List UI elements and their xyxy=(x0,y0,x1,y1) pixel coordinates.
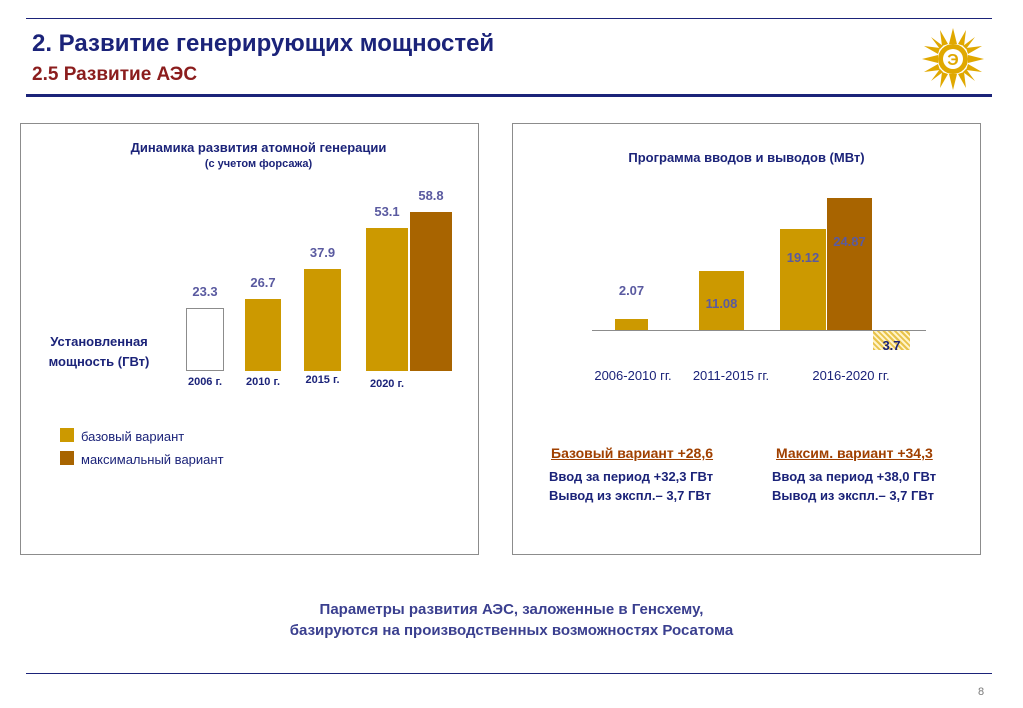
x-category-label: 2016-2020 гг. xyxy=(812,368,890,383)
base-summary-input: Ввод за период +32,3 ГВт xyxy=(549,469,714,484)
base-summary-heading: Базовый вариант +28,6 xyxy=(551,445,714,461)
footer-line2: базируются на производственных возможнос… xyxy=(289,622,734,639)
y-axis-label-line1: Установленная xyxy=(50,334,148,349)
footer-note: Параметры развития АЭС, заложенные в Ген… xyxy=(0,599,1023,641)
page-subtitle: 2.5 Развитие АЭС xyxy=(32,64,198,85)
value-label: 23.3 xyxy=(192,284,218,300)
footer-line1: Параметры развития АЭС, заложенные в Ген… xyxy=(319,601,704,618)
page-title: 2. Развитие генерирующих мощностей xyxy=(32,30,495,57)
svg-text:Э: Э xyxy=(947,52,958,69)
left-chart-title: Динамика развития атомной генерации xyxy=(130,140,387,155)
value-label: 2.07 xyxy=(618,283,645,299)
x-category-label: 2006-2010 гг. xyxy=(594,368,672,383)
y-axis-label: Установленная мощность (ГВт) xyxy=(34,332,164,372)
max-summary-heading: Максим. вариант +34,3 xyxy=(776,445,933,461)
x-tick-label: 2020 г. xyxy=(369,378,405,390)
header-top-rule xyxy=(26,18,992,19)
value-label: 37.9 xyxy=(309,244,336,260)
page-number: 8 xyxy=(978,686,985,698)
x-category-label: 2011-2015 гг. xyxy=(692,368,770,383)
value-label: 53.1 xyxy=(374,203,400,219)
bar-max-3 xyxy=(410,212,452,371)
value-label: 26.7 xyxy=(250,274,276,290)
right-chart-baseline xyxy=(592,330,926,331)
sun-logo-icon: Э xyxy=(920,26,986,92)
value-label: 58.8 xyxy=(418,188,444,204)
value-label: 24.87 xyxy=(833,234,866,250)
value-label: 19.12 xyxy=(786,249,820,265)
bar-input-base-1 xyxy=(699,271,744,330)
x-tick-label: 2010 г. xyxy=(245,376,281,388)
legend-label-max: максимальный вариант xyxy=(81,452,224,467)
bar-base-0 xyxy=(186,308,224,371)
value-label: 3.7 xyxy=(882,338,901,353)
bar-base-1 xyxy=(245,298,281,371)
legend-label-base: базовый вариант xyxy=(81,429,185,444)
x-tick-label: 2006 г. xyxy=(187,376,223,388)
max-summary-output: Вывод из экспл.– 3,7 ГВт xyxy=(772,488,934,503)
y-axis-label-line2: мощность (ГВт) xyxy=(48,354,150,369)
bar-input-base-2 xyxy=(780,228,826,330)
legend-swatch-max xyxy=(60,451,74,465)
bar-input-base-0 xyxy=(615,319,648,330)
bar-base-3 xyxy=(366,227,408,371)
value-label: 11.08 xyxy=(705,296,738,312)
base-summary-output: Вывод из экспл.– 3,7 ГВт xyxy=(549,488,711,503)
right-chart-title: Программа вводов и выводов (МВт) xyxy=(628,150,865,165)
header-bottom-rule xyxy=(26,94,992,97)
legend-swatch-base xyxy=(60,428,74,442)
max-summary-input: Ввод за период +38,0 ГВт xyxy=(772,469,937,484)
x-tick-label: 2015 г. xyxy=(305,374,340,386)
bar-base-2 xyxy=(304,268,341,371)
left-chart-subtitle: (с учетом форсажа) xyxy=(204,158,313,170)
bar-input-max-2 xyxy=(827,198,872,330)
footer-rule xyxy=(26,673,992,674)
bar-output-2 xyxy=(873,330,910,350)
